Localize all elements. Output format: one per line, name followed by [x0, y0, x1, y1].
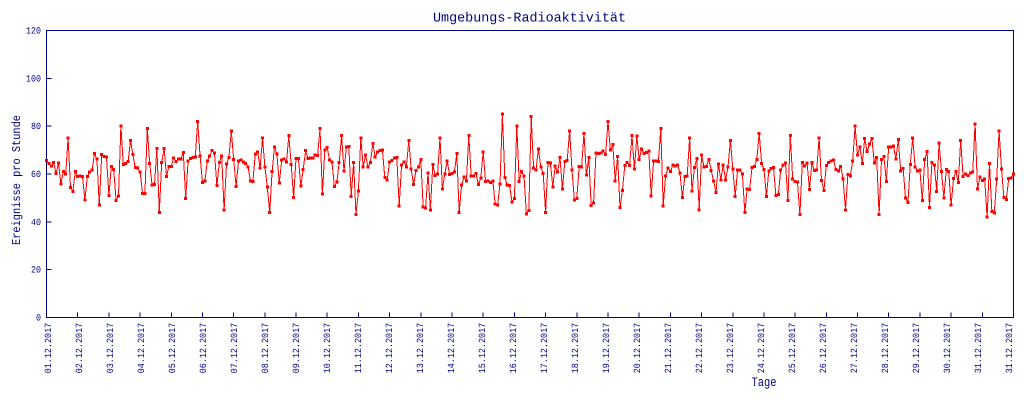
- svg-text:30.12.2017: 30.12.2017: [942, 323, 953, 374]
- svg-text:20: 20: [31, 265, 41, 276]
- svg-text:05.12.2017: 05.12.2017: [167, 323, 178, 374]
- svg-text:07.12.2017: 07.12.2017: [229, 323, 240, 374]
- svg-text:60: 60: [31, 169, 41, 180]
- svg-text:29.12.2017: 29.12.2017: [911, 323, 922, 374]
- svg-text:11.12.2017: 11.12.2017: [353, 323, 364, 374]
- svg-text:120: 120: [26, 26, 41, 37]
- svg-text:16.12.2017: 16.12.2017: [508, 323, 519, 374]
- svg-text:Tage: Tage: [752, 375, 777, 390]
- svg-text:06.12.2017: 06.12.2017: [198, 323, 209, 374]
- svg-text:20.12.2017: 20.12.2017: [632, 323, 643, 374]
- svg-text:03.12.2017: 03.12.2017: [105, 323, 116, 374]
- svg-text:17.12.2017: 17.12.2017: [539, 323, 550, 374]
- svg-text:12.12.2017: 12.12.2017: [384, 323, 395, 374]
- svg-text:27.12.2017: 27.12.2017: [849, 323, 860, 374]
- svg-text:100: 100: [26, 73, 41, 84]
- svg-text:14.12.2017: 14.12.2017: [446, 323, 457, 374]
- svg-text:40: 40: [31, 217, 41, 228]
- svg-text:21.12.2017: 21.12.2017: [663, 323, 674, 374]
- svg-text:18.12.2017: 18.12.2017: [570, 323, 581, 374]
- svg-text:13.12.2017: 13.12.2017: [415, 323, 426, 374]
- svg-text:19.12.2017: 19.12.2017: [601, 323, 612, 374]
- svg-text:04.12.2017: 04.12.2017: [136, 323, 147, 374]
- svg-text:28.12.2017: 28.12.2017: [880, 323, 891, 374]
- svg-text:02.12.2017: 02.12.2017: [74, 323, 85, 374]
- svg-text:31.12.2017: 31.12.2017: [973, 323, 984, 374]
- svg-text:Ereignisse pro Stunde: Ereignisse pro Stunde: [10, 115, 24, 245]
- svg-text:25.12.2017: 25.12.2017: [787, 323, 798, 374]
- svg-text:09.12.2017: 09.12.2017: [291, 323, 302, 374]
- svg-text:23.12.2017: 23.12.2017: [725, 323, 736, 374]
- svg-text:80: 80: [31, 121, 41, 132]
- svg-text:Umgebungs-Radioaktivität: Umgebungs-Radioaktivität: [433, 12, 626, 27]
- svg-text:24.12.2017: 24.12.2017: [756, 323, 767, 374]
- svg-text:22.12.2017: 22.12.2017: [694, 323, 705, 374]
- svg-text:0: 0: [36, 313, 41, 324]
- svg-text:10.12.2017: 10.12.2017: [322, 323, 333, 374]
- svg-text:08.12.2017: 08.12.2017: [260, 323, 271, 374]
- svg-text:26.12.2017: 26.12.2017: [818, 323, 829, 374]
- svg-text:31.12.2017: 31.12.2017: [1004, 323, 1015, 374]
- svg-text:15.12.2017: 15.12.2017: [477, 323, 488, 374]
- svg-text:01.12.2017: 01.12.2017: [43, 323, 54, 374]
